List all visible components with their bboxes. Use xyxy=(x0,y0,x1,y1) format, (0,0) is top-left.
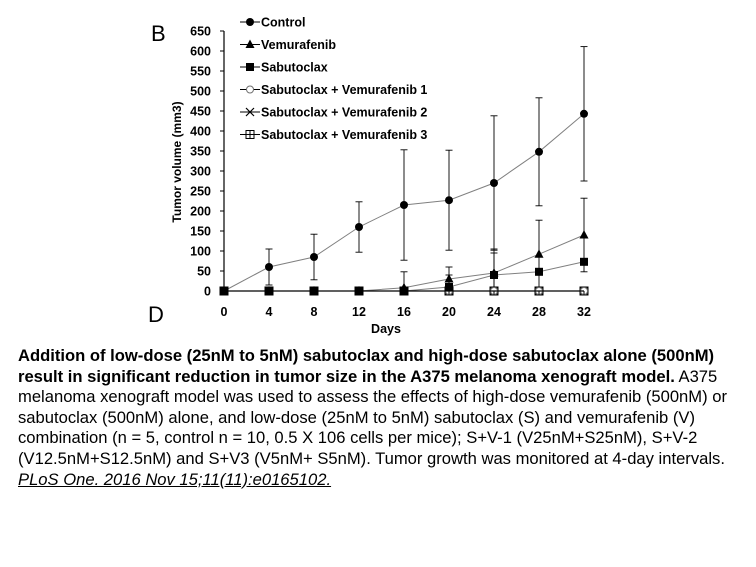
legend-item: Sabutoclax + Vemurafenib 3 xyxy=(240,128,427,142)
marker-shape xyxy=(489,268,499,277)
y-ticks: 0 50 100 150 200 250 300 350 400 450 500 550 600 650 xyxy=(190,25,224,299)
data-point xyxy=(445,283,453,291)
y-tick-label: 50 xyxy=(197,265,211,279)
panel-label-d: D xyxy=(148,302,164,327)
data-point xyxy=(309,286,319,295)
legend-marker xyxy=(245,39,255,48)
legend-label: Sabutoclax xyxy=(261,61,328,75)
legend-marker xyxy=(246,63,254,71)
legend-label: Sabutoclax + Vemurafenib 2 xyxy=(261,106,427,120)
marker-shape xyxy=(580,257,588,266)
x-tick-label: 28 xyxy=(532,305,546,319)
x-axis-label: Days xyxy=(371,322,401,336)
marker-shape xyxy=(535,267,543,276)
marker-shape xyxy=(246,63,254,71)
tumor-volume-chart: B D 050100150200250300350400450500550600… xyxy=(148,16,591,337)
legend-item: Sabutoclax + Vemurafenib 1 xyxy=(240,83,427,97)
marker-shape xyxy=(535,147,543,156)
x-ticks: 0 4 8 12 16 20 24 28 32 xyxy=(221,291,591,319)
data-point xyxy=(535,147,543,156)
y-tick-label: 200 xyxy=(190,205,211,219)
legend-marker xyxy=(245,107,255,117)
y-tick-label: 300 xyxy=(190,165,211,179)
marker-shape xyxy=(246,18,254,26)
legend-label: Control xyxy=(261,16,305,30)
marker-shape xyxy=(355,223,363,231)
x-tick-label: 20 xyxy=(442,305,456,319)
panel-label-b: B xyxy=(151,21,166,46)
citation-link[interactable]: PLoS One. 2016 Nov 15;11(11):e0165102. xyxy=(18,469,332,489)
data-point xyxy=(265,263,273,271)
marker-shape xyxy=(445,196,453,205)
legend-marker xyxy=(246,18,254,26)
data-point xyxy=(580,257,588,266)
y-tick-label: 550 xyxy=(190,65,211,79)
legend-item: Sabutoclax xyxy=(240,61,328,75)
data-point xyxy=(490,179,498,187)
figure-caption: Addition of low-dose (25nM to 5nM) sabut… xyxy=(18,346,748,490)
x-tick-label: 12 xyxy=(352,305,366,319)
legend-item: Vemurafenib xyxy=(240,38,336,52)
marker-shape xyxy=(264,286,274,295)
y-tick-label: 100 xyxy=(190,245,211,259)
data-point xyxy=(580,109,588,118)
legend: Control Vemurafenib Sabutoclax Sabutoclax +… xyxy=(240,16,427,142)
caption-body: A375 melanoma xenograft model was used t… xyxy=(18,366,727,468)
data-point xyxy=(534,249,544,258)
legend-label: Vemurafenib xyxy=(261,38,336,52)
data-point xyxy=(264,286,274,295)
data-point xyxy=(354,286,364,295)
x-tick-label: 4 xyxy=(266,305,273,319)
marker-shape xyxy=(400,201,408,209)
x-tick-label: 16 xyxy=(397,305,411,319)
data-point xyxy=(579,230,589,239)
marker-shape xyxy=(309,286,319,295)
legend-label: Sabutoclax + Vemurafenib 1 xyxy=(261,83,427,97)
marker-stroke xyxy=(245,107,255,117)
marker-shape xyxy=(579,230,589,239)
y-tick-label: 400 xyxy=(190,125,211,139)
marker-shape xyxy=(534,249,544,258)
data-point xyxy=(399,282,409,292)
y-tick-label: 450 xyxy=(190,105,211,119)
marker-shape xyxy=(399,282,409,292)
data-point xyxy=(355,223,363,231)
marker-shape xyxy=(265,263,273,271)
data-point xyxy=(535,267,543,276)
marker-shape xyxy=(580,109,588,118)
y-tick-label: 0 xyxy=(204,285,211,299)
marker-shape xyxy=(444,274,454,283)
data-point xyxy=(400,201,408,209)
y-tick-label: 350 xyxy=(190,145,211,159)
y-tick-label: 150 xyxy=(190,225,211,239)
x-tick-label: 32 xyxy=(577,305,591,319)
data-point xyxy=(444,274,454,283)
data-point xyxy=(310,253,318,261)
marker-shape xyxy=(310,253,318,261)
legend-item: Control xyxy=(240,16,305,30)
marker-shape xyxy=(354,286,364,295)
legend-item: Sabutoclax + Vemurafenib 2 xyxy=(240,106,427,120)
legend-marker xyxy=(245,130,255,139)
data-point xyxy=(445,196,453,205)
x-tick-label: 24 xyxy=(487,305,501,319)
x-tick-label: 0 xyxy=(221,305,228,319)
data-point xyxy=(489,268,499,277)
marker-shape xyxy=(246,85,254,94)
y-axis-label: Tumor volume (mm3) xyxy=(170,101,184,222)
y-tick-label: 600 xyxy=(190,45,211,59)
legend-marker xyxy=(246,85,254,94)
marker-shape xyxy=(245,39,255,48)
y-tick-label: 650 xyxy=(190,25,211,39)
y-tick-label: 250 xyxy=(190,185,211,199)
marker-shape xyxy=(445,283,453,291)
x-tick-label: 8 xyxy=(311,305,318,319)
caption-title: Addition of low-dose (25nM to 5nM) sabut… xyxy=(18,346,715,386)
legend-label: Sabutoclax + Vemurafenib 3 xyxy=(261,128,427,142)
y-tick-label: 500 xyxy=(190,85,211,99)
marker-shape xyxy=(490,179,498,187)
